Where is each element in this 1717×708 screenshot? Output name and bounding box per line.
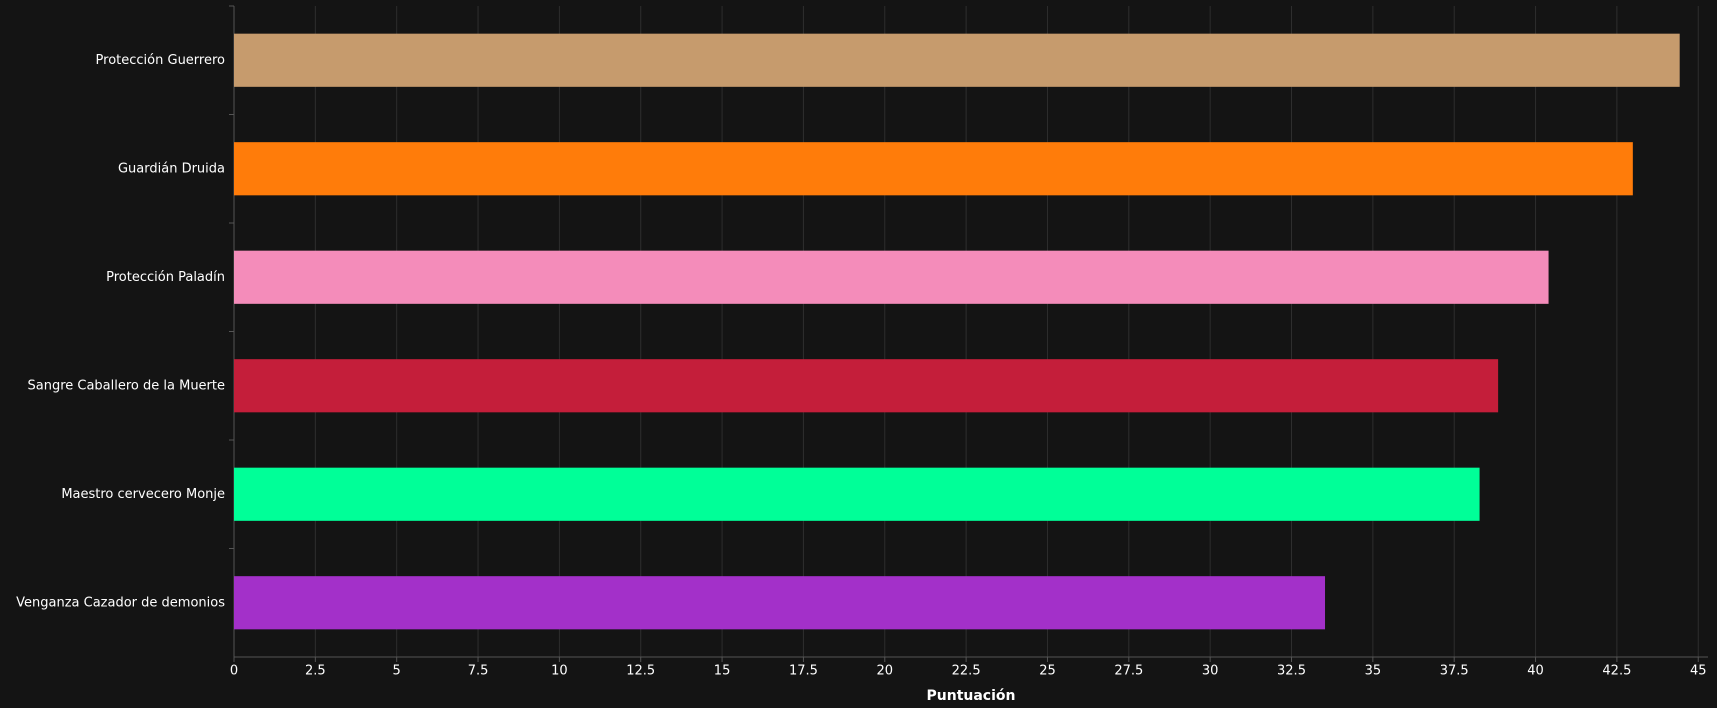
x-tick-label: 0 (230, 664, 238, 679)
bar (234, 33, 1680, 87)
x-tick-label: 7.5 (468, 664, 489, 679)
x-tick-label: 40 (1527, 664, 1544, 679)
x-tick-label: 27.5 (1114, 664, 1143, 679)
x-tick-label: 2.5 (305, 664, 326, 679)
x-tick-label: 42.5 (1602, 664, 1631, 679)
bar (234, 576, 1326, 630)
y-tick-label: Protección Guerrero (96, 53, 225, 68)
x-tick-label: 20 (876, 664, 893, 679)
y-tick-label: Sangre Caballero de la Muerte (27, 378, 225, 393)
x-tick-label: 32.5 (1277, 664, 1306, 679)
x-tick-label: 10 (551, 664, 568, 679)
x-tick-label: 30 (1202, 664, 1219, 679)
x-tick-label: 45 (1690, 664, 1707, 679)
x-tick-label: 35 (1365, 664, 1382, 679)
y-tick-label: Guardián Druida (118, 161, 225, 176)
bar (234, 142, 1633, 196)
x-tick-label: 5 (393, 664, 401, 679)
bar (234, 467, 1480, 521)
y-tick-label: Maestro cervecero Monje (61, 487, 225, 502)
x-axis-label: Puntuación (927, 688, 1016, 704)
bar (234, 250, 1549, 304)
x-tick-label: 15 (714, 664, 731, 679)
bar (234, 359, 1499, 413)
x-tick-label: 37.5 (1440, 664, 1469, 679)
x-tick-label: 25 (1039, 664, 1056, 679)
y-tick-label: Protección Paladín (106, 270, 225, 285)
x-tick-label: 12.5 (626, 664, 655, 679)
x-tick-label: 22.5 (952, 664, 981, 679)
y-tick-label: Venganza Cazador de demonios (16, 595, 225, 610)
x-tick-label: 17.5 (789, 664, 818, 679)
